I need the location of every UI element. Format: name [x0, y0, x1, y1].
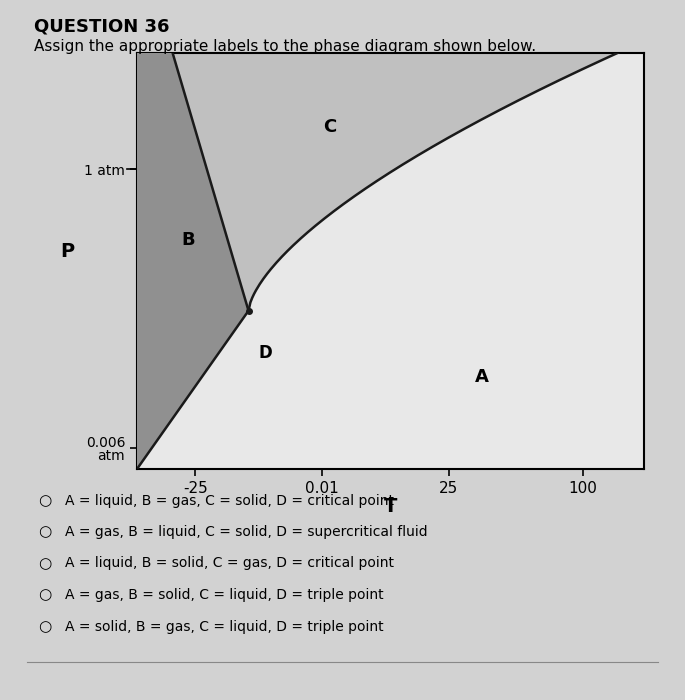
Text: Assign the appropriate labels to the phase diagram shown below.: Assign the appropriate labels to the pha… [34, 38, 536, 53]
Text: B: B [181, 231, 195, 249]
Text: D: D [259, 344, 273, 362]
Text: ○: ○ [38, 587, 51, 603]
Polygon shape [137, 52, 644, 469]
Text: ○: ○ [38, 493, 51, 508]
Text: A = gas, B = solid, C = liquid, D = triple point: A = gas, B = solid, C = liquid, D = trip… [65, 588, 384, 602]
Text: A = solid, B = gas, C = liquid, D = triple point: A = solid, B = gas, C = liquid, D = trip… [65, 620, 384, 634]
Text: A = gas, B = liquid, C = solid, D = supercritical fluid: A = gas, B = liquid, C = solid, D = supe… [65, 525, 427, 539]
Text: A: A [475, 368, 488, 386]
Text: C: C [323, 118, 336, 136]
Text: ○: ○ [38, 619, 51, 634]
Text: ○: ○ [38, 524, 51, 540]
Polygon shape [173, 52, 644, 311]
Text: QUESTION 36: QUESTION 36 [34, 18, 170, 36]
X-axis label: T: T [384, 497, 397, 516]
Y-axis label: P: P [60, 241, 75, 261]
Text: A = liquid, B = gas, C = solid, D = critical point: A = liquid, B = gas, C = solid, D = crit… [65, 494, 394, 508]
Text: A = liquid, B = solid, C = gas, D = critical point: A = liquid, B = solid, C = gas, D = crit… [65, 556, 394, 570]
Polygon shape [137, 52, 249, 469]
Text: ○: ○ [38, 556, 51, 571]
